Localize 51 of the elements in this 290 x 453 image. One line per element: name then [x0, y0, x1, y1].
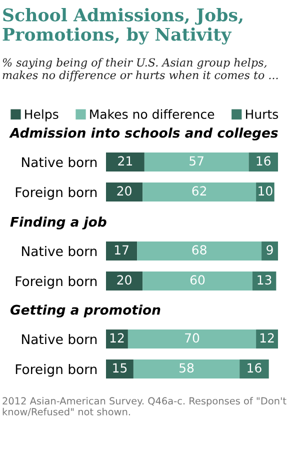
bar [133, 360, 240, 378]
text: Admission into schools and colleges [9, 128, 278, 140]
bar [137, 242, 262, 260]
legend-label: Makes no difference [90, 109, 214, 119]
y-tick-label: Foreign born [16, 276, 97, 289]
bar [256, 182, 274, 202]
data-label: 9 [266, 245, 273, 255]
data-label: 17 [114, 245, 128, 254]
data-label: 58 [180, 363, 194, 373]
data-label: 70 [185, 333, 200, 343]
bar [106, 272, 143, 290]
data-label: 68 [192, 245, 206, 255]
data-label: 16 [248, 363, 262, 373]
bar [106, 330, 128, 348]
data-label: 20 [117, 186, 132, 196]
data-label: 21 [118, 156, 132, 166]
bar [106, 152, 144, 172]
bar [262, 242, 278, 260]
legend-label: Helps [25, 109, 58, 122]
bar [144, 152, 249, 172]
bar [128, 330, 256, 348]
data-label: 12 [110, 333, 124, 342]
bar [106, 182, 143, 202]
chart-title: School Admissions, Jobs, Promotions, by Nativity [2, 8, 242, 44]
y-tick-label: Native born [22, 246, 97, 256]
bar [256, 330, 278, 348]
data-label: 60 [190, 275, 205, 285]
data-label: 20 [117, 275, 132, 285]
data-label: 62 [192, 186, 206, 196]
bar [106, 360, 134, 378]
data-label: 13 [258, 275, 272, 285]
bar [252, 272, 276, 290]
bar [248, 152, 278, 172]
data-label: 10 [258, 186, 272, 196]
y-tick-label: Foreign born [16, 186, 97, 200]
data-label: 15 [113, 363, 127, 373]
y-tick-label: Native born [22, 156, 97, 168]
bar [142, 272, 252, 290]
y-tick-label: Native born [22, 334, 97, 344]
chart-title: Finding a job [10, 216, 106, 230]
text: 2012 Asian-American Survey. Q46a-c. Responses of "Don't know/Refused" not shown. [2, 397, 286, 416]
bar [106, 242, 138, 260]
chart-title: Getting a promotion [10, 304, 160, 318]
data-label: 12 [260, 333, 274, 342]
y-tick-label: Foreign born [16, 364, 97, 377]
data-label: 57 [190, 156, 204, 166]
data-label: 16 [256, 156, 271, 166]
chart-subtitle: % saying being of their U.S. Asian group helps, makes no difference or hurts when it comes to ... [2, 58, 278, 82]
bar [142, 182, 256, 202]
legend-label: Hurts [246, 110, 278, 119]
bar [240, 360, 269, 378]
